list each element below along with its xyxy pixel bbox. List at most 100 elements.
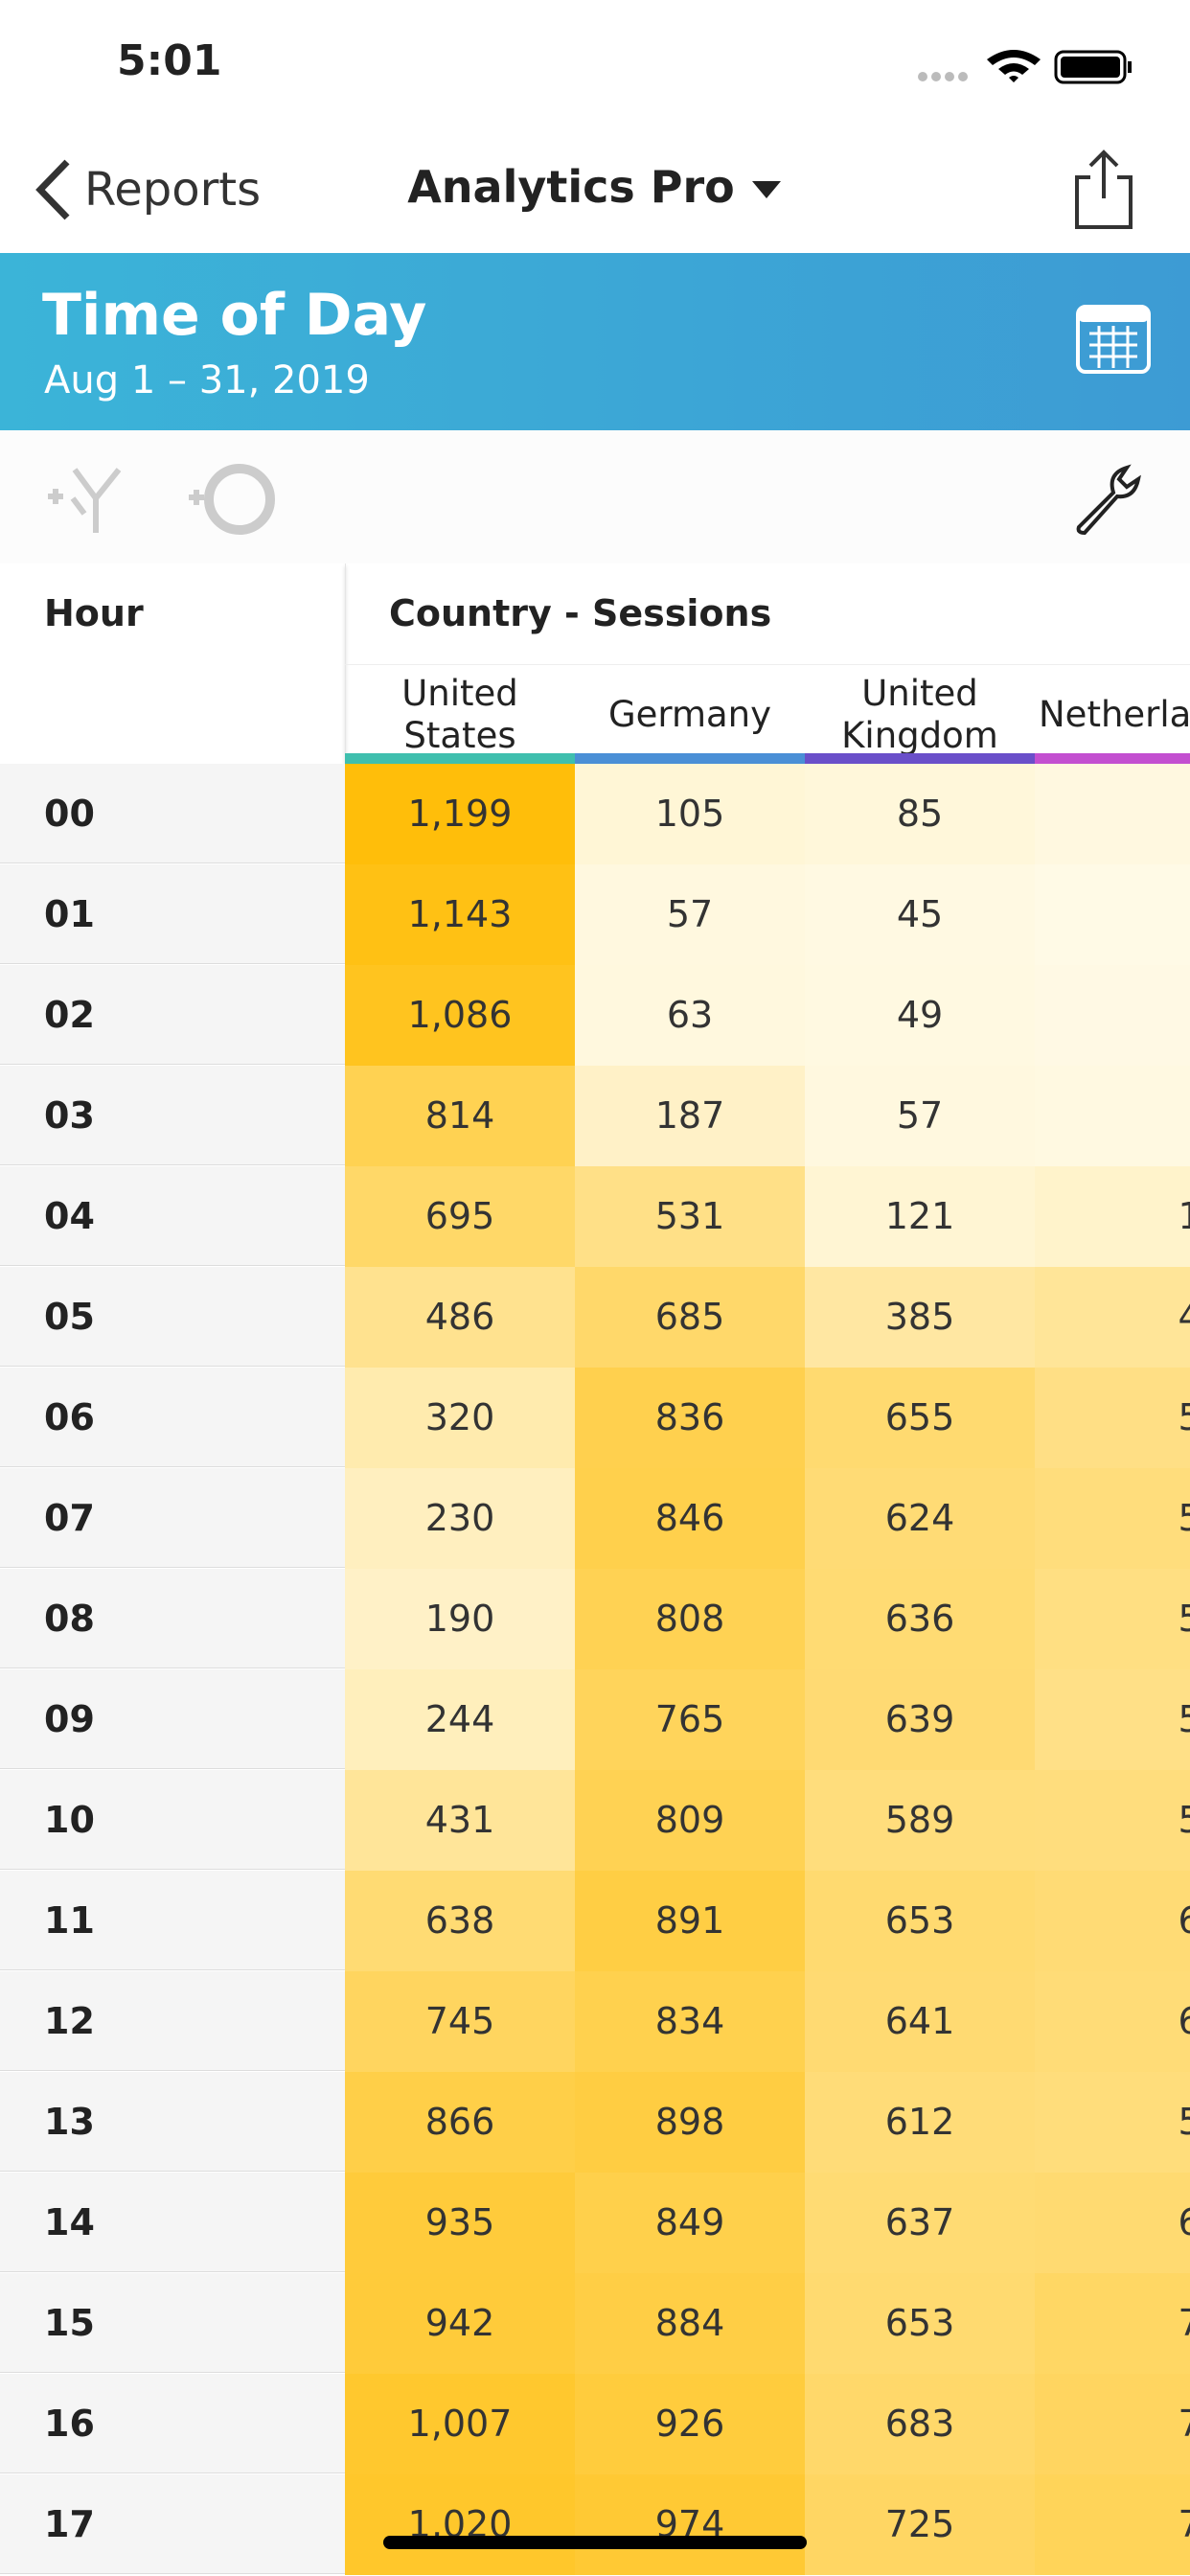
data-cell: 85 bbox=[805, 764, 1035, 864]
data-cell: 45 bbox=[805, 864, 1035, 965]
data-cell: 638 bbox=[345, 1871, 575, 1971]
data-cell: 725 bbox=[805, 2474, 1035, 2575]
data-cell: 589 bbox=[805, 1770, 1035, 1871]
data-cell: 866 bbox=[345, 2072, 575, 2173]
hour-label: 10 bbox=[0, 1770, 345, 1870]
data-cell: 616 bbox=[1035, 1971, 1190, 2072]
data-cell: 765 bbox=[575, 1669, 805, 1770]
row-header: Hour bbox=[44, 592, 144, 634]
data-cell: 655 bbox=[805, 1368, 1035, 1468]
group-header: Country - Sessions bbox=[389, 592, 772, 634]
data-cell: 557 bbox=[1035, 1569, 1190, 1669]
header-divider bbox=[345, 664, 1190, 665]
hour-label: 03 bbox=[0, 1066, 345, 1165]
data-cell: 438 bbox=[1035, 1267, 1190, 1368]
data-cell: 57 bbox=[805, 1066, 1035, 1166]
data-cell: 121 bbox=[805, 1166, 1035, 1267]
column-label: United States bbox=[401, 672, 518, 756]
data-cell: 846 bbox=[575, 1468, 805, 1569]
column-color-bar bbox=[575, 753, 805, 764]
hour-label: 09 bbox=[0, 1669, 345, 1769]
data-cell: 190 bbox=[345, 1569, 575, 1669]
back-button[interactable]: Reports bbox=[84, 163, 262, 217]
data-cell: 683 bbox=[805, 2374, 1035, 2474]
data-cell: 592 bbox=[1035, 2072, 1190, 2173]
data-cell: 47 bbox=[1035, 1066, 1190, 1166]
data-cell: 639 bbox=[805, 1669, 1035, 1770]
data-cell: 431 bbox=[345, 1770, 575, 1871]
data-cell: 942 bbox=[345, 2273, 575, 2374]
data-cell: 1,143 bbox=[345, 864, 575, 965]
data-cell: 105 bbox=[575, 764, 805, 864]
data-cell: 627 bbox=[1035, 1871, 1190, 1971]
data-cell: 891 bbox=[575, 1871, 805, 1971]
back-icon[interactable] bbox=[34, 158, 73, 221]
data-cell: 808 bbox=[575, 1569, 805, 1669]
data-cell: 809 bbox=[575, 1770, 805, 1871]
data-cell: 716 bbox=[1035, 2273, 1190, 2374]
hour-label: 15 bbox=[0, 2273, 345, 2373]
hour-label: 02 bbox=[0, 965, 345, 1065]
column-label: Germany bbox=[607, 693, 772, 735]
column-label: United Kingdom bbox=[841, 672, 998, 756]
dropdown-icon bbox=[751, 181, 781, 198]
data-cell: 541 bbox=[1035, 1368, 1190, 1468]
data-cell: 624 bbox=[805, 1468, 1035, 1569]
data-cell: 926 bbox=[575, 2374, 805, 2474]
column-color-bar bbox=[345, 753, 575, 764]
hour-label: 04 bbox=[0, 1166, 345, 1266]
data-cell: 1,199 bbox=[345, 764, 575, 864]
data-cell: 738 bbox=[1035, 2374, 1190, 2474]
data-cell: 636 bbox=[805, 1569, 1035, 1669]
column-color-bar bbox=[805, 753, 1035, 764]
hour-label: 07 bbox=[0, 1468, 345, 1568]
calendar-icon[interactable] bbox=[1075, 299, 1152, 376]
data-cell: 935 bbox=[345, 2173, 575, 2273]
hour-label: 06 bbox=[0, 1368, 345, 1467]
data-cell: 54 bbox=[1035, 764, 1190, 864]
title-text[interactable]: Analytics Pro bbox=[407, 161, 735, 213]
data-cell: 581 bbox=[1035, 1770, 1190, 1871]
data-cell: 649 bbox=[1035, 2173, 1190, 2273]
data-cell: 884 bbox=[575, 2273, 805, 2374]
data-cell: 486 bbox=[345, 1267, 575, 1368]
data-cell: 33 bbox=[1035, 965, 1190, 1066]
data-cell: 653 bbox=[805, 1871, 1035, 1971]
data-cell: 63 bbox=[575, 965, 805, 1066]
date-range[interactable]: Aug 1 – 31, 2019 bbox=[44, 358, 370, 402]
row-header-cell: Hour bbox=[0, 564, 346, 764]
share-icon[interactable] bbox=[1073, 149, 1134, 230]
data-cell: 385 bbox=[805, 1267, 1035, 1368]
data-table: Hour Country - Sessions United States Ger… bbox=[0, 564, 1190, 2576]
column-label: Netherlands bbox=[1039, 693, 1190, 735]
data-cell: 164 bbox=[1035, 1166, 1190, 1267]
data-cell: 230 bbox=[345, 1468, 575, 1569]
data-cell: 745 bbox=[345, 1971, 575, 2072]
hour-label: 12 bbox=[0, 1971, 345, 2071]
data-cell: 849 bbox=[575, 2173, 805, 2273]
data-cell: 23 bbox=[1035, 864, 1190, 965]
hour-label: 05 bbox=[0, 1267, 345, 1367]
nav-title[interactable]: Analytics Pro bbox=[0, 161, 1190, 213]
data-cell: 531 bbox=[575, 1166, 805, 1267]
data-cell: 834 bbox=[575, 1971, 805, 2072]
settings-icon[interactable] bbox=[1071, 464, 1148, 540]
data-cell: 320 bbox=[345, 1368, 575, 1468]
add-segment-icon[interactable] bbox=[46, 464, 142, 536]
data-cell: 1,086 bbox=[345, 965, 575, 1066]
data-cell: 898 bbox=[575, 2072, 805, 2173]
data-cell: 187 bbox=[575, 1066, 805, 1166]
data-cell: 528 bbox=[1035, 1669, 1190, 1770]
hour-label: 17 bbox=[0, 2474, 345, 2574]
hour-label: 00 bbox=[0, 764, 345, 863]
data-cell: 836 bbox=[575, 1368, 805, 1468]
column-color-bar bbox=[1035, 753, 1190, 764]
add-filter-icon[interactable] bbox=[187, 459, 283, 540]
hour-label: 16 bbox=[0, 2374, 345, 2473]
data-cell: 695 bbox=[345, 1166, 575, 1267]
hour-label: 14 bbox=[0, 2173, 345, 2272]
hour-label: 13 bbox=[0, 2072, 345, 2172]
report-title: Time of Day bbox=[42, 282, 427, 349]
data-cell: 637 bbox=[805, 2173, 1035, 2273]
